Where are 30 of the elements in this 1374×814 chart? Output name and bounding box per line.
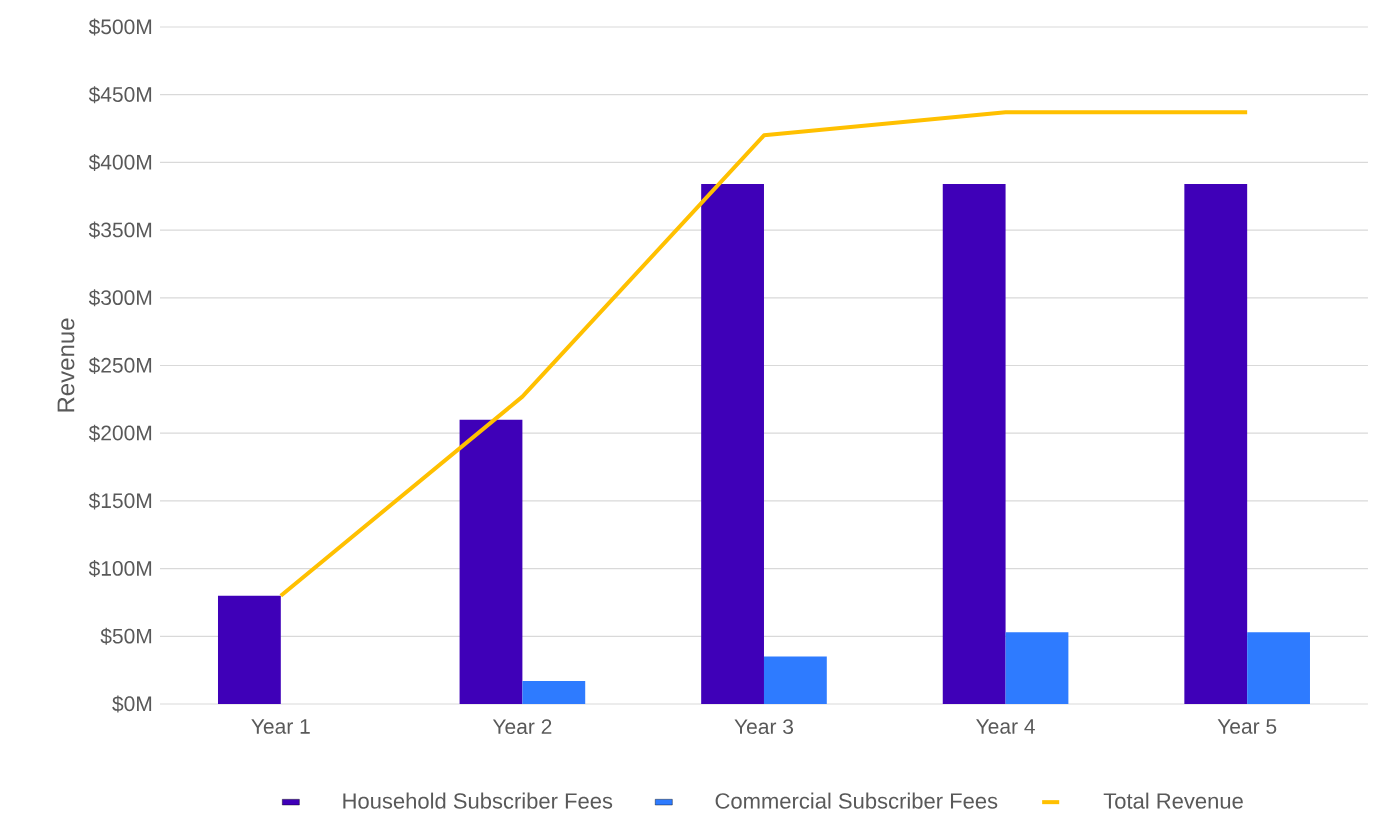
y-tick-label: $150M bbox=[88, 492, 152, 510]
bar bbox=[1247, 632, 1310, 704]
bar bbox=[217, 595, 281, 704]
y-axis-title: Revenue bbox=[57, 318, 75, 412]
bar bbox=[701, 184, 764, 704]
x-tick-label: Year 4 bbox=[976, 719, 1035, 734]
y-tick-label: $0M bbox=[112, 695, 152, 713]
y-tick-label: $200M bbox=[88, 424, 152, 442]
y-tick-label: $450M bbox=[88, 86, 152, 104]
y-tick-label: $50M bbox=[100, 627, 152, 645]
x-tick-label: Year 2 bbox=[492, 719, 552, 735]
bar bbox=[522, 680, 586, 704]
y-tick-label: $300M bbox=[88, 289, 152, 307]
x-tick-label: Year 1 bbox=[251, 719, 310, 734]
bar bbox=[1005, 632, 1069, 704]
legend-label: Commercial Subscriber Fees bbox=[715, 792, 998, 809]
line-series bbox=[278, 110, 1250, 598]
y-tick-label: $350M bbox=[88, 221, 152, 239]
bar bbox=[763, 656, 827, 704]
x-tick-label: Year 5 bbox=[1217, 719, 1277, 734]
y-tick-label: $250M bbox=[88, 356, 152, 374]
y-tick-label: $400M bbox=[88, 153, 152, 171]
bar bbox=[459, 419, 523, 704]
legend-label: Household Subscriber Fees bbox=[343, 792, 613, 809]
bar bbox=[1184, 184, 1248, 704]
x-tick-label: Year 3 bbox=[734, 719, 794, 735]
bar bbox=[942, 184, 1006, 704]
y-tick-label: $100M bbox=[88, 560, 152, 578]
y-tick-label: $500M bbox=[88, 18, 152, 36]
legend-label: Total Revenue bbox=[1103, 792, 1243, 809]
